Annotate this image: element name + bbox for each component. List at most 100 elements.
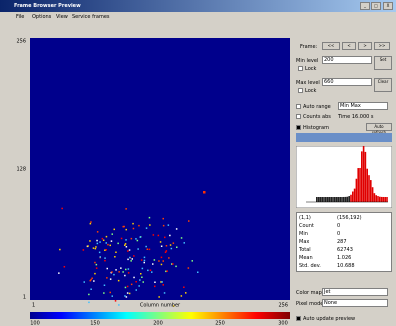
image-pixel	[109, 278, 112, 280]
frame-button[interactable]: <<	[322, 42, 340, 50]
image-pixel	[124, 274, 126, 277]
auto-range-checkbox[interactable]	[296, 104, 301, 109]
image-pixel	[138, 224, 140, 227]
frame-button[interactable]: <	[342, 42, 356, 50]
stat-value: 10.688	[337, 263, 355, 269]
image-pixel	[125, 228, 127, 231]
image-pixel	[154, 281, 156, 283]
counts-checkbox[interactable]	[296, 114, 301, 119]
image-pixel	[115, 269, 117, 271]
histogram-bin	[361, 151, 363, 202]
histogram-bin	[334, 197, 336, 202]
image-pixel	[140, 273, 142, 275]
image-pixel	[147, 269, 149, 272]
image-pixel	[122, 271, 124, 273]
image-pixel	[120, 237, 123, 240]
colorbar-label: 250	[215, 321, 225, 326]
image-pixel	[148, 248, 151, 251]
image-pixel	[191, 260, 193, 262]
image-pixel	[91, 277, 93, 279]
image-pixel	[172, 242, 175, 244]
histogram-bin	[332, 197, 334, 202]
image-pixel	[148, 216, 151, 219]
pixel-mode-label: Pixel mode	[296, 301, 324, 307]
image-pixel	[131, 258, 133, 260]
image-pixel	[102, 239, 105, 241]
stat-value: 62743	[337, 247, 353, 253]
close-button[interactable]: X	[383, 2, 393, 10]
image-pixel	[143, 256, 146, 259]
range-mode-select[interactable]: Min Max	[338, 102, 388, 110]
lock-checkbox[interactable]	[298, 88, 303, 93]
image-pixel	[180, 295, 183, 297]
image-pixel	[130, 283, 133, 286]
image-pixel	[162, 260, 164, 262]
lock-checkbox[interactable]	[298, 66, 303, 71]
image-pixel	[187, 267, 190, 269]
color-map-select[interactable]: Jet	[322, 288, 388, 296]
image-pixel	[125, 239, 127, 241]
image-pixel	[165, 270, 167, 273]
image-pixel	[136, 239, 139, 242]
image-pixel	[158, 296, 160, 298]
histogram-bin	[348, 196, 350, 202]
maximize-button[interactable]: □	[371, 2, 381, 10]
image-pixel	[93, 280, 95, 282]
colorbar-label: 100	[30, 321, 40, 326]
colorbar-label: 200	[153, 321, 163, 326]
min-level-label: Min level	[296, 58, 319, 64]
image-pixel	[109, 244, 111, 247]
image-pixel	[118, 271, 120, 273]
image-pixel	[185, 292, 187, 294]
histogram-checkbox[interactable]	[296, 125, 301, 130]
image-pixel	[176, 246, 178, 248]
image-pixel	[175, 265, 177, 268]
set-button[interactable]: Set	[374, 56, 392, 70]
image-pixel	[124, 286, 127, 289]
image-pixel	[162, 217, 164, 220]
auto-refresh-button[interactable]: Auto refresh	[366, 123, 392, 135]
colorbar-label: 300	[278, 321, 288, 326]
image-pixel	[106, 277, 108, 279]
menu-item[interactable]: Options	[32, 14, 52, 20]
image-pixel	[89, 222, 92, 225]
image-pixel	[160, 256, 163, 259]
histogram-bin	[344, 196, 347, 202]
y-label: 128	[16, 167, 26, 173]
lock-label: Lock	[305, 88, 317, 94]
stat-value: 1.026	[337, 255, 352, 261]
image-pixel	[130, 237, 133, 240]
image-pixel	[129, 256, 131, 259]
menu-item[interactable]: View	[56, 14, 68, 20]
stat-value: 0	[337, 231, 341, 237]
histogram-bin	[373, 193, 376, 202]
image-pixel	[160, 263, 163, 266]
auto-update-checkbox[interactable]	[296, 316, 301, 321]
min-level-input[interactable]: 200	[322, 56, 372, 64]
image-pixel	[127, 250, 129, 252]
minimize-button[interactable]: _	[360, 2, 370, 10]
image-pixel	[132, 222, 134, 225]
image-pixel	[120, 267, 122, 269]
image-pixel	[203, 191, 206, 194]
histogram-bin	[382, 196, 385, 202]
frame-button[interactable]: >>	[374, 42, 390, 50]
clear-button[interactable]: Clear	[374, 78, 392, 92]
histogram	[296, 146, 392, 208]
image-pixel	[137, 248, 139, 250]
image-pixel	[172, 263, 174, 265]
pixel-mode-select[interactable]: None	[322, 299, 388, 307]
image-pixel	[103, 284, 106, 286]
image-pixel	[138, 285, 140, 287]
image-pixel	[124, 295, 126, 297]
menu-item[interactable]: Service frames	[72, 14, 110, 20]
frame-button[interactable]: >	[358, 42, 372, 50]
menu-item[interactable]: File	[16, 14, 25, 20]
stat-label: Std. dev.	[299, 263, 321, 269]
histogram-bin	[357, 168, 359, 202]
image-pixel	[160, 281, 162, 283]
image-pixel	[135, 281, 137, 283]
image-pixel	[111, 295, 113, 297]
histogram-bin	[341, 196, 343, 202]
max-level-input[interactable]: 660	[322, 78, 372, 86]
